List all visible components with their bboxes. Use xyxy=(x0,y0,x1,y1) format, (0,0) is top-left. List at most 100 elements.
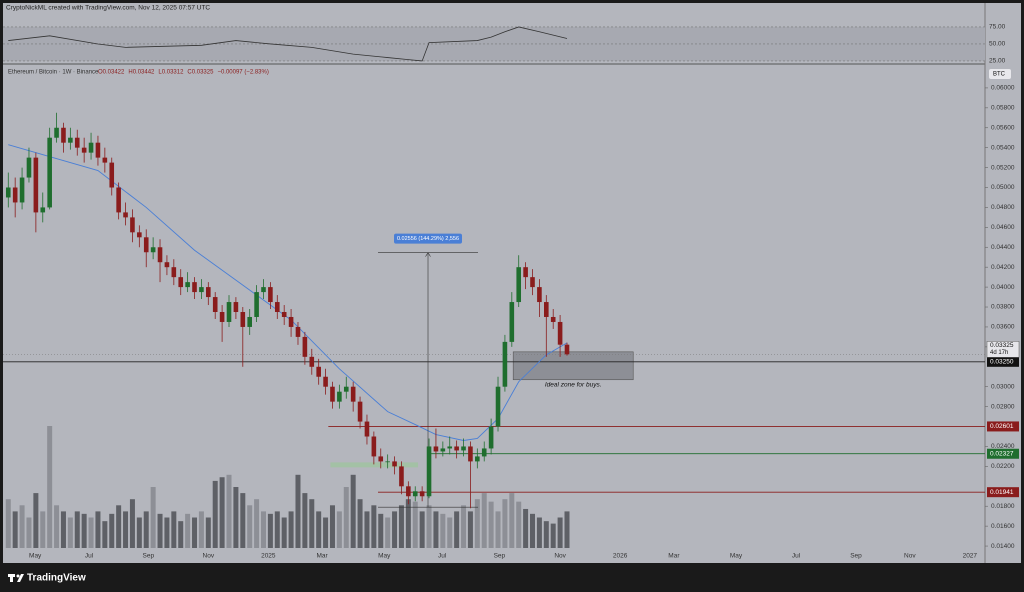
volume-bar xyxy=(405,499,411,548)
candle-body xyxy=(371,436,377,457)
volume-bar xyxy=(516,501,522,548)
level-label: 0.01941 xyxy=(990,489,1014,496)
candle-body xyxy=(385,461,390,463)
candle-body xyxy=(343,386,349,392)
x-tick-label: 2026 xyxy=(613,553,628,560)
candle-body xyxy=(392,461,397,467)
volume-bar xyxy=(536,517,542,548)
buy-zone xyxy=(512,351,634,381)
volume-bar xyxy=(530,513,536,548)
level-badge xyxy=(987,448,1019,459)
candle-body xyxy=(150,247,156,253)
volume-bar xyxy=(60,511,66,548)
candle-body xyxy=(88,142,94,153)
volume-bar xyxy=(164,517,170,548)
ohlc-value: L0.03312 xyxy=(158,70,184,76)
candle-body xyxy=(254,292,259,317)
volume-bar xyxy=(426,505,432,548)
candle-body xyxy=(426,446,432,497)
candle-body xyxy=(178,277,184,288)
candle-body xyxy=(544,302,549,317)
volume-bar xyxy=(447,517,453,548)
alert-label: 0.03250 xyxy=(990,359,1014,366)
volume-bar xyxy=(88,517,94,548)
candle-body xyxy=(454,446,459,451)
volume-bar xyxy=(205,517,211,548)
measure-badge xyxy=(394,233,463,244)
volume-bar xyxy=(26,517,32,548)
volume-bar xyxy=(502,499,508,548)
volume-bar xyxy=(412,501,418,548)
y-tick-label: 0.05600 xyxy=(991,124,1015,131)
candle-body xyxy=(68,137,73,143)
candle-body xyxy=(212,297,218,313)
volume-bar xyxy=(281,517,287,548)
chart-area xyxy=(3,3,1021,563)
volume-bar xyxy=(357,499,363,548)
candle-body xyxy=(550,316,556,322)
x-tick-label: Sep xyxy=(143,553,155,560)
candle-body xyxy=(5,187,11,198)
candle-body xyxy=(95,142,101,158)
candle-body xyxy=(530,277,535,288)
candle-body xyxy=(171,267,177,278)
volume-bar xyxy=(378,513,384,548)
candle-body xyxy=(399,466,404,487)
volume-bar xyxy=(116,505,122,548)
candle-body xyxy=(164,262,170,268)
volume-bar xyxy=(254,499,260,548)
y-tick-label: 0.04400 xyxy=(991,244,1015,251)
ohlc-value: −0.00097 (−2.83%) xyxy=(217,70,268,76)
volume-bar xyxy=(488,501,494,548)
moving-average xyxy=(8,144,568,441)
candle-body xyxy=(102,157,108,163)
volume-bar xyxy=(123,511,129,548)
volume-bar xyxy=(260,511,266,548)
candle-body xyxy=(481,448,487,457)
candle-body xyxy=(433,446,439,452)
volume-bar xyxy=(350,474,356,548)
y-tick-label: 0.03800 xyxy=(991,304,1015,311)
y-tick-label: 0.03600 xyxy=(991,324,1015,331)
volume-bar xyxy=(323,517,329,548)
brand-logo xyxy=(8,574,24,582)
volume-bar xyxy=(557,517,563,548)
y-tick-label: 0.05000 xyxy=(991,184,1015,191)
volume-bar xyxy=(81,513,87,548)
volume-bar xyxy=(240,493,246,548)
ohlc-value: H0.03442 xyxy=(128,70,155,76)
volume-bar xyxy=(5,499,11,548)
candle-body xyxy=(109,162,115,188)
level-badge xyxy=(987,421,1019,432)
candle-body xyxy=(488,426,494,449)
volume-bar xyxy=(440,513,446,548)
candle-body xyxy=(137,232,142,238)
volume-bar xyxy=(419,511,425,548)
y-tick-label: 0.05400 xyxy=(991,144,1015,151)
y-tick-label: 0.01600 xyxy=(991,523,1015,530)
volume-bar xyxy=(192,517,198,548)
x-tick-label: 2025 xyxy=(261,553,276,560)
candle-body xyxy=(240,312,246,327)
x-tick-label: Nov xyxy=(904,553,916,560)
y-tick-label: 0.04200 xyxy=(991,264,1015,271)
volume-bar xyxy=(226,474,232,548)
measure-label: 0.02556 (144.29%) 2,556 xyxy=(397,236,459,242)
volume-bar xyxy=(543,521,549,548)
x-tick-label: May xyxy=(378,553,391,560)
x-tick-label: Mar xyxy=(317,553,329,560)
volume-bar xyxy=(398,505,404,548)
candle-body xyxy=(302,336,308,357)
level-label: 0.02327 xyxy=(990,450,1014,457)
volume-bar xyxy=(371,505,377,548)
candle-body xyxy=(323,376,328,387)
candle-body xyxy=(378,456,384,462)
currency-badge xyxy=(989,69,1011,79)
candle-body xyxy=(74,137,80,148)
candle-body xyxy=(412,491,418,497)
level-badge xyxy=(987,487,1019,498)
x-tick-label: Sep xyxy=(494,553,506,560)
candle-body xyxy=(116,187,121,213)
y-tick-label: 0.04600 xyxy=(991,224,1015,231)
volume-bar xyxy=(316,511,322,548)
